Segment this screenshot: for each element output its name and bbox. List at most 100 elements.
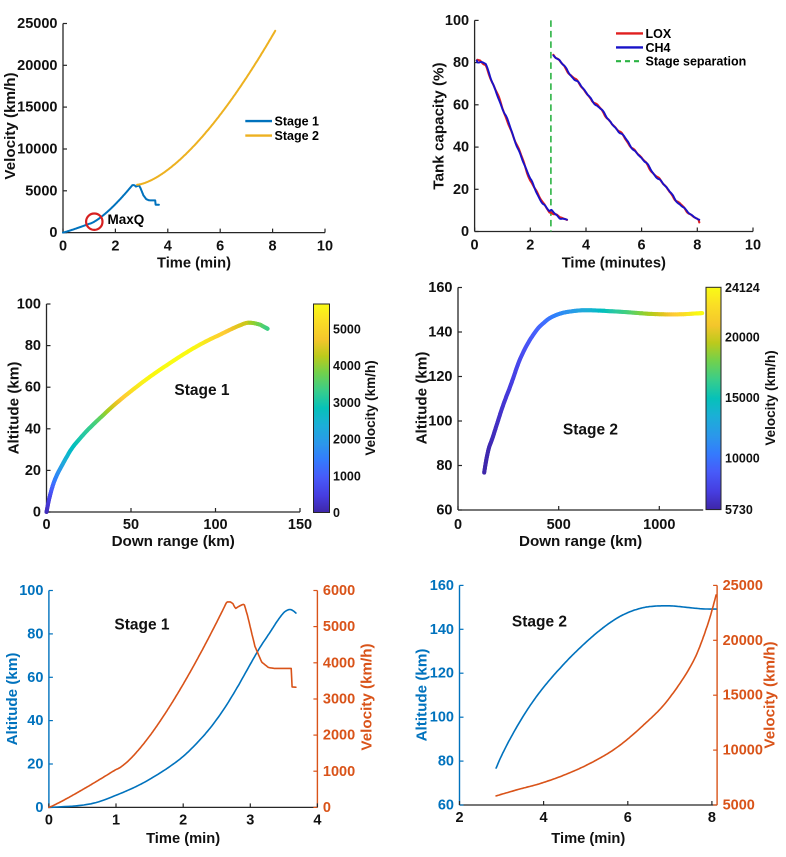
svg-text:80: 80 [453, 55, 469, 71]
svg-text:10000: 10000 [725, 452, 760, 466]
svg-text:50: 50 [123, 517, 139, 533]
svg-text:0: 0 [333, 506, 340, 520]
svg-text:5000: 5000 [723, 798, 755, 814]
svg-text:60: 60 [438, 798, 454, 814]
svg-text:120: 120 [430, 666, 454, 682]
svg-text:140: 140 [428, 325, 452, 341]
svg-text:Altitude (km): Altitude (km) [414, 352, 431, 445]
svg-text:Stage separation: Stage separation [646, 55, 747, 69]
svg-text:8: 8 [269, 239, 277, 255]
svg-text:Velocity (km/h): Velocity (km/h) [762, 641, 779, 748]
svg-text:MaxQ: MaxQ [108, 212, 145, 227]
svg-text:2: 2 [179, 813, 187, 829]
svg-text:0: 0 [33, 505, 41, 521]
svg-text:60: 60 [436, 503, 452, 519]
svg-text:2: 2 [111, 239, 119, 255]
svg-text:LOX: LOX [646, 27, 672, 41]
svg-text:20: 20 [453, 182, 469, 198]
svg-text:Stage 1: Stage 1 [275, 115, 320, 129]
svg-text:140: 140 [430, 622, 454, 638]
svg-text:0: 0 [35, 800, 43, 816]
svg-text:10: 10 [317, 239, 333, 255]
svg-text:6: 6 [624, 810, 632, 826]
svg-text:5000: 5000 [333, 323, 361, 337]
svg-text:6: 6 [638, 238, 646, 254]
svg-text:60: 60 [27, 670, 43, 686]
svg-text:0: 0 [323, 800, 331, 816]
svg-text:Velocity (km/h): Velocity (km/h) [363, 360, 378, 455]
svg-text:0: 0 [471, 238, 479, 254]
svg-text:20000: 20000 [723, 633, 763, 649]
svg-text:Altitude (km): Altitude (km) [414, 649, 431, 742]
svg-text:4000: 4000 [333, 359, 361, 373]
svg-text:3: 3 [246, 813, 254, 829]
svg-text:5000: 5000 [323, 619, 355, 635]
svg-text:160: 160 [430, 578, 454, 594]
svg-text:80: 80 [438, 754, 454, 770]
svg-text:60: 60 [453, 97, 469, 113]
svg-text:Time (min): Time (min) [157, 256, 231, 272]
svg-text:0: 0 [45, 813, 53, 829]
svg-text:20000: 20000 [725, 331, 760, 345]
svg-text:4: 4 [582, 238, 590, 254]
svg-text:15000: 15000 [17, 100, 57, 116]
svg-text:3000: 3000 [333, 396, 361, 410]
svg-text:100: 100 [19, 583, 43, 599]
svg-text:4: 4 [313, 813, 321, 829]
svg-text:Stage 2: Stage 2 [512, 614, 567, 631]
svg-text:40: 40 [453, 140, 469, 156]
svg-text:Stage 1: Stage 1 [174, 382, 230, 399]
svg-text:500: 500 [547, 517, 571, 533]
svg-text:100: 100 [17, 297, 41, 313]
svg-text:1000: 1000 [333, 469, 361, 483]
svg-text:4: 4 [540, 810, 548, 826]
svg-text:Time (min): Time (min) [551, 831, 625, 847]
svg-text:100: 100 [445, 13, 469, 29]
svg-text:0: 0 [49, 225, 57, 241]
svg-text:6: 6 [216, 239, 224, 255]
svg-text:0: 0 [59, 239, 67, 255]
svg-text:0: 0 [454, 517, 462, 533]
svg-text:20000: 20000 [17, 58, 57, 74]
svg-text:Down range (km): Down range (km) [112, 533, 235, 550]
svg-text:10000: 10000 [723, 743, 763, 759]
svg-text:25000: 25000 [723, 578, 763, 594]
svg-text:4: 4 [164, 239, 172, 255]
svg-text:15000: 15000 [723, 688, 763, 704]
svg-text:Time (minutes): Time (minutes) [562, 256, 666, 272]
svg-text:40: 40 [25, 421, 41, 437]
svg-text:8: 8 [693, 238, 701, 254]
svg-text:2000: 2000 [323, 728, 355, 744]
svg-text:5000: 5000 [25, 183, 57, 199]
svg-text:100: 100 [203, 517, 227, 533]
svg-text:24124: 24124 [725, 281, 760, 295]
svg-text:Velocity (km/h): Velocity (km/h) [359, 643, 376, 750]
svg-text:Velocity (km/h): Velocity (km/h) [763, 350, 778, 445]
svg-text:1000: 1000 [323, 764, 355, 780]
svg-text:Altitude (km): Altitude (km) [6, 362, 23, 455]
svg-text:80: 80 [436, 458, 452, 474]
svg-text:0: 0 [461, 224, 469, 240]
svg-text:80: 80 [27, 626, 43, 642]
svg-text:0: 0 [42, 517, 50, 533]
svg-text:3000: 3000 [323, 692, 355, 708]
svg-text:10000: 10000 [17, 142, 57, 158]
svg-text:10: 10 [745, 238, 761, 254]
svg-text:40: 40 [27, 713, 43, 729]
svg-text:Stage 1: Stage 1 [114, 616, 170, 633]
svg-text:120: 120 [428, 369, 452, 385]
svg-text:2: 2 [455, 810, 463, 826]
svg-text:Tank capacity (%): Tank capacity (%) [431, 62, 448, 189]
svg-text:20: 20 [27, 757, 43, 773]
svg-text:Time (min): Time (min) [146, 831, 220, 847]
svg-text:100: 100 [428, 414, 452, 430]
svg-text:Stage 2: Stage 2 [563, 422, 618, 439]
svg-text:60: 60 [25, 380, 41, 396]
svg-text:Altitude (km): Altitude (km) [4, 653, 21, 746]
svg-text:20: 20 [25, 463, 41, 479]
svg-text:6000: 6000 [323, 583, 355, 599]
svg-text:2: 2 [526, 238, 534, 254]
svg-text:1000: 1000 [643, 517, 675, 533]
svg-text:1: 1 [112, 813, 120, 829]
svg-text:160: 160 [428, 280, 452, 296]
